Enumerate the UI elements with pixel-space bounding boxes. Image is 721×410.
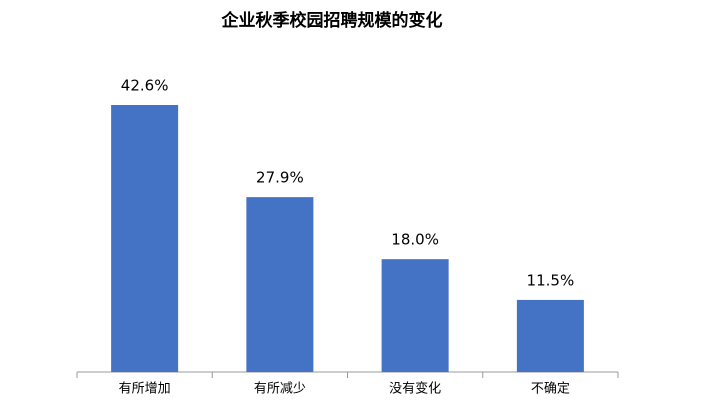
- bar: [516, 299, 584, 372]
- data-label: 11.5%: [527, 271, 575, 289]
- x-tick-label: 有所减少: [254, 382, 306, 397]
- x-tick-label: 有所增加: [119, 382, 171, 397]
- chart-title: 企业秋季校园招聘规模的变化: [221, 10, 443, 31]
- data-label: 27.9%: [256, 169, 304, 187]
- x-tick-label: 不确定: [531, 382, 570, 397]
- bar: [246, 197, 314, 372]
- data-label: 18.0%: [391, 231, 439, 249]
- bar: [381, 259, 449, 372]
- bar: [111, 105, 179, 372]
- data-label: 42.6%: [121, 77, 169, 95]
- x-tick-label: 没有变化: [389, 381, 441, 397]
